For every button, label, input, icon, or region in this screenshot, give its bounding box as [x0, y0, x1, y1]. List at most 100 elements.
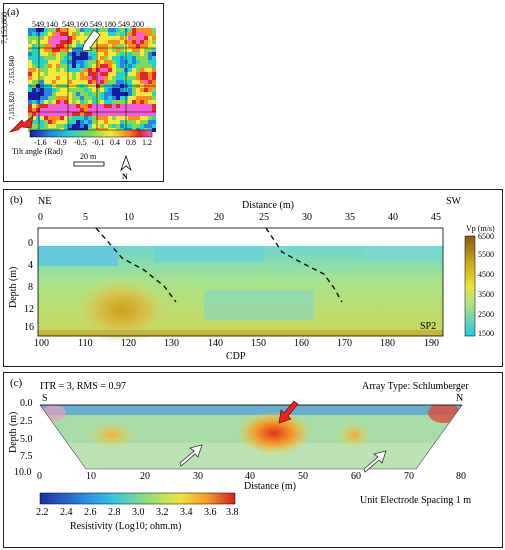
tilt-cell	[132, 52, 136, 56]
tilt-cell	[84, 72, 88, 76]
tilt-cell	[112, 64, 116, 68]
tilt-cell	[140, 52, 144, 56]
tilt-cell	[48, 92, 52, 96]
tilt-cell	[144, 88, 148, 92]
tilt-cell	[152, 124, 156, 128]
tilt-cell	[84, 80, 88, 84]
bottom-tick: 170	[337, 338, 352, 349]
tilt-cell	[80, 64, 84, 68]
tilt-cell	[80, 36, 84, 40]
tilt-cell	[100, 60, 104, 64]
tilt-cell	[132, 108, 136, 112]
tilt-cell	[28, 52, 32, 56]
tilt-cell	[96, 88, 100, 92]
tilt-cell	[88, 72, 92, 76]
tilt-cell	[128, 44, 132, 48]
tilt-cell	[32, 80, 36, 84]
tilt-cell	[60, 112, 64, 116]
tilt-cell	[68, 76, 72, 80]
tilt-cell	[44, 92, 48, 96]
tilt-cell	[152, 68, 156, 72]
tilt-cell	[104, 52, 108, 56]
tilt-cell	[112, 28, 116, 32]
tilt-cell	[28, 36, 32, 40]
tilt-cell	[40, 92, 44, 96]
tilt-cell	[92, 112, 96, 116]
tilt-cell	[64, 36, 68, 40]
spacing-text: Unit Electrode Spacing 1 m	[360, 495, 472, 506]
tilt-cell	[44, 120, 48, 124]
tilt-cell	[72, 60, 76, 64]
panel-a-label: (a)	[7, 6, 20, 18]
scale-tick: -0.9	[54, 138, 67, 147]
tilt-cell	[96, 116, 100, 120]
top-tick: 40	[388, 212, 398, 223]
tilt-cell	[136, 76, 140, 80]
tilt-cell	[36, 68, 40, 72]
tilt-cell	[88, 52, 92, 56]
tilt-cell	[128, 60, 132, 64]
tilt-cell	[68, 60, 72, 64]
tilt-cell	[144, 108, 148, 112]
bottom-tick: 150	[251, 338, 266, 349]
tilt-cell	[104, 88, 108, 92]
tilt-cell	[144, 80, 148, 84]
tilt-cell	[44, 88, 48, 92]
cb-tick: 3500	[478, 290, 494, 299]
top-tick: 25	[259, 212, 269, 223]
top-tick: 30	[302, 212, 312, 223]
tilt-cell	[56, 104, 60, 108]
tilt-cell	[32, 44, 36, 48]
tilt-cell	[136, 56, 140, 60]
tilt-cell	[136, 116, 140, 120]
tilt-cell	[28, 80, 32, 84]
tilt-cell	[80, 68, 84, 72]
bottom-tick: 180	[380, 338, 395, 349]
tilt-cell	[148, 88, 152, 92]
tilt-cell	[152, 92, 156, 96]
tilt-cell	[144, 100, 148, 104]
tilt-cell	[104, 40, 108, 44]
tilt-cell	[56, 116, 60, 120]
tilt-cell	[84, 124, 88, 128]
tilt-cell	[44, 32, 48, 36]
tilt-cell	[152, 36, 156, 40]
tilt-cell	[44, 104, 48, 108]
white-arrow-icon	[363, 450, 387, 473]
tilt-cell	[36, 104, 40, 108]
tilt-cell	[140, 48, 144, 52]
tilt-cell	[64, 80, 68, 84]
y-tick: 12	[24, 304, 34, 315]
tilt-cell	[96, 80, 100, 84]
tilt-cell	[112, 124, 116, 128]
tilt-cell	[140, 32, 144, 36]
tilt-cell	[132, 44, 136, 48]
tilt-cell	[148, 52, 152, 56]
tilt-cell	[128, 72, 132, 76]
tilt-cell	[152, 32, 156, 36]
tilt-cell	[120, 100, 124, 104]
tilt-cell	[96, 40, 100, 44]
tilt-cell	[84, 28, 88, 32]
tilt-cell	[72, 108, 76, 112]
tilt-cell	[68, 120, 72, 124]
north-arrow-icon	[120, 154, 132, 172]
tilt-cell	[104, 108, 108, 112]
tilt-cell	[132, 28, 136, 32]
tilt-cell	[36, 32, 40, 36]
tilt-cell	[128, 96, 132, 100]
tilt-cell	[60, 40, 64, 44]
tilt-cell	[128, 124, 132, 128]
tilt-cell	[100, 120, 104, 124]
tilt-cell	[56, 64, 60, 68]
tilt-cell	[112, 96, 116, 100]
tilt-cell	[132, 116, 136, 120]
tilt-cell	[144, 28, 148, 32]
resistivity-section	[39, 400, 463, 505]
tilt-cell	[120, 116, 124, 120]
tilt-cell	[48, 120, 52, 124]
tilt-cell	[100, 44, 104, 48]
tilt-cell	[76, 108, 80, 112]
tilt-cell	[60, 80, 64, 84]
white-arrow-icon	[81, 29, 101, 52]
